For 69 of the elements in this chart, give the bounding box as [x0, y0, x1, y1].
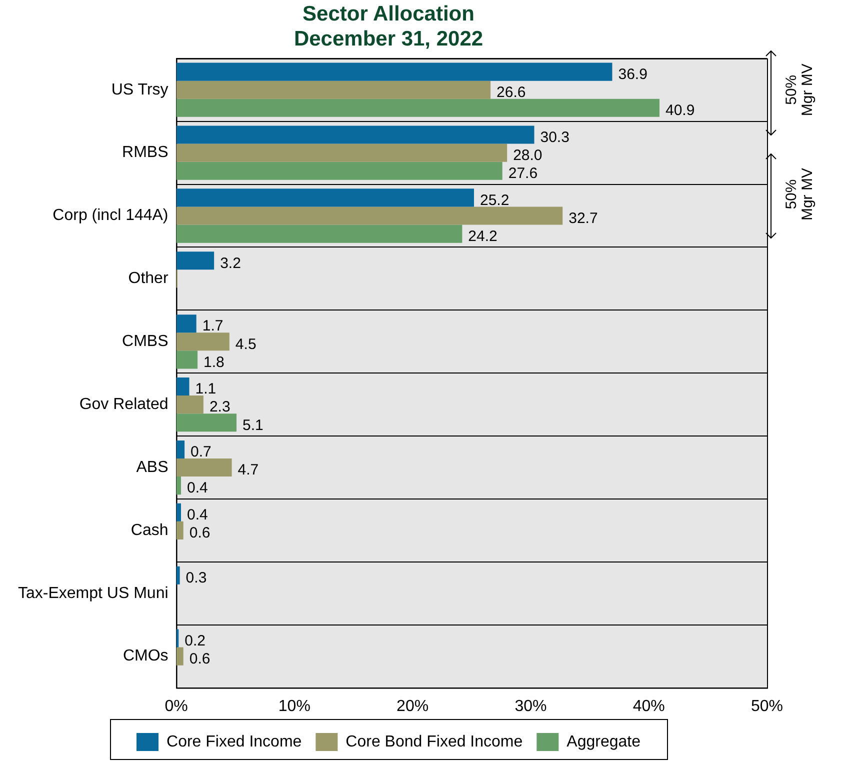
bar [176, 378, 190, 396]
x-tick-label: 30% [514, 698, 547, 715]
chart-title: Sector Allocation December 31, 2022 [294, 2, 484, 51]
data-label: 0.4 [186, 480, 208, 497]
data-label: 26.6 [496, 84, 526, 102]
bar [176, 503, 181, 522]
bar [176, 476, 181, 495]
data-label: 1.1 [195, 380, 216, 398]
data-label: 3.2 [220, 254, 241, 272]
x-tick-label: 40% [632, 698, 665, 715]
data-label: 4.7 [238, 462, 259, 479]
y-tick-label: RMBS [122, 144, 168, 162]
data-label: 27.6 [508, 164, 538, 182]
data-label: 0.2 [184, 632, 206, 650]
bar [176, 98, 660, 117]
bar [176, 440, 185, 458]
y-tick-label: Gov Related [79, 396, 168, 413]
x-tick-label: 20% [396, 698, 429, 715]
text: 50% Mgr MV [783, 168, 816, 221]
bar [176, 144, 508, 162]
bar [176, 566, 180, 584]
bar [176, 314, 196, 333]
data-label: 1.7 [202, 318, 224, 335]
legend-label: Core Fixed Income [166, 733, 302, 750]
bar [176, 206, 563, 225]
data-label: 30.3 [540, 128, 570, 146]
data-label: 24.2 [468, 228, 498, 245]
x-tick-label: 50% [750, 698, 784, 715]
y-tick-label: CMOs [122, 648, 168, 665]
y-tick-label: Other [128, 270, 169, 288]
bar [176, 188, 474, 207]
y-tick-label: Corp (incl 144A) [52, 207, 168, 224]
bar [176, 350, 198, 369]
data-label: 0.7 [190, 444, 212, 461]
data-label: 0.4 [186, 506, 208, 524]
data-label: 1.8 [204, 354, 224, 371]
data-label: 36.9 [618, 66, 648, 83]
data-label: 40.9 [665, 102, 695, 120]
bar [176, 396, 204, 414]
bar [176, 414, 237, 432]
y-tick-label: Cash [130, 522, 168, 539]
bar [176, 332, 230, 351]
y-tick-label: ABS [136, 458, 168, 476]
data-label: 25.2 [480, 192, 510, 209]
data-label: 32.7 [568, 210, 598, 227]
bar [176, 162, 502, 180]
text: 50% Mgr MV [783, 64, 816, 116]
y-tick-label: CMBS [122, 333, 168, 350]
data-label: 2.3 [209, 398, 230, 416]
bar [176, 647, 184, 666]
y-tick-label: Tax-Exempt US Muni [18, 584, 168, 602]
bar [176, 62, 612, 81]
legend-label: Aggregate [566, 733, 641, 750]
x-tick-label: 0% [164, 698, 188, 715]
bar [176, 126, 534, 144]
data-label: 28.0 [513, 146, 542, 164]
bar [176, 458, 232, 477]
x-tick-label: 10% [278, 698, 310, 715]
data-label: 4.5 [235, 336, 256, 353]
y-tick-label: US Trsy [111, 81, 168, 98]
bar [176, 252, 214, 270]
bar [176, 80, 491, 99]
legend-label: Core Bond Fixed Income [346, 733, 523, 750]
data-label: 0.6 [189, 524, 210, 542]
data-label: 0.6 [189, 650, 210, 668]
data-label: 5.1 [242, 416, 264, 434]
data-label: 0.3 [186, 569, 207, 586]
bar [176, 521, 184, 540]
bar [176, 224, 462, 243]
